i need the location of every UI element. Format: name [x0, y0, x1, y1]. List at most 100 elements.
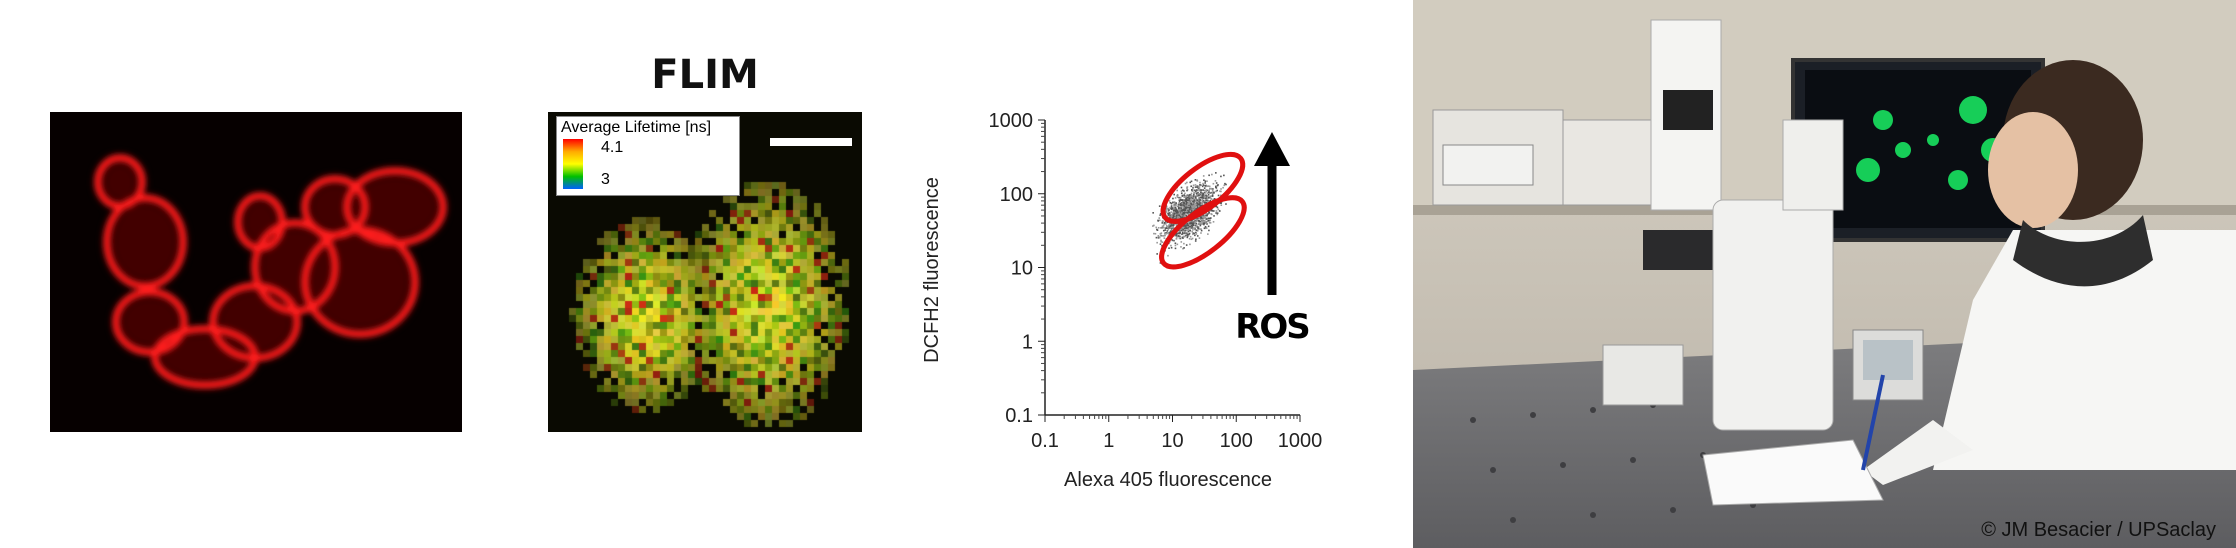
scatter-point — [1176, 243, 1179, 246]
scatter-point — [1217, 194, 1220, 197]
scatter-point — [1183, 214, 1186, 217]
scatter-point — [1173, 205, 1175, 207]
scatter-point — [1191, 199, 1193, 202]
scatter-point — [1202, 199, 1205, 202]
scatter-point — [1200, 220, 1202, 223]
scatter-point — [1181, 216, 1184, 219]
scatter-point — [1183, 247, 1185, 249]
ros-annotation: ROS — [1235, 307, 1309, 347]
scatter-point — [1178, 202, 1180, 205]
scatter-point — [1165, 227, 1168, 229]
scatter-point — [1182, 206, 1185, 209]
scatter-point — [1172, 224, 1175, 227]
scatter-point — [1210, 187, 1213, 190]
scatter-point — [1195, 190, 1197, 193]
scatter-point — [1192, 228, 1194, 231]
scatter-point — [1170, 202, 1173, 205]
scatter-point — [1220, 188, 1222, 190]
scatter-point — [1178, 237, 1181, 240]
scatter-point — [1176, 216, 1179, 218]
scatter-point — [1198, 186, 1201, 188]
scatter-point — [1185, 227, 1188, 229]
legend-min-value: 3 — [601, 171, 610, 188]
scatter-point — [1167, 212, 1169, 215]
scatter-point — [1186, 199, 1188, 201]
scatter-point — [1209, 192, 1212, 195]
scatter-point — [1206, 218, 1208, 221]
scatter-point — [1195, 229, 1198, 232]
scatter-point — [1183, 202, 1186, 204]
scatter-point — [1186, 209, 1188, 211]
scatter-point — [1169, 225, 1172, 228]
scatter-point — [1189, 235, 1192, 238]
scatter-point — [1170, 230, 1172, 233]
lab-photo: © JM Besacier / UPSaclay — [1413, 0, 2236, 548]
scatter-point — [1203, 187, 1206, 189]
y-axis-label: DCFH2 fluorescence — [921, 177, 943, 363]
scatter-point — [1165, 232, 1168, 234]
scatter-point — [1184, 182, 1187, 185]
scatter-point — [1195, 189, 1198, 191]
scatter-point — [1220, 190, 1222, 193]
scatter-point — [1183, 205, 1186, 208]
scatter-point — [1213, 191, 1215, 194]
scatter-point — [1203, 179, 1205, 181]
scatter-point — [1192, 197, 1194, 200]
scatter-point — [1215, 186, 1217, 188]
scatter-point — [1195, 238, 1197, 241]
scatter-point — [1190, 207, 1193, 210]
scatter-point — [1185, 202, 1188, 205]
scatter-point — [1175, 217, 1178, 219]
scatter-point — [1176, 196, 1179, 199]
scatter-point — [1194, 240, 1197, 242]
scatter-point — [1198, 202, 1201, 205]
y-axis-ticks: 0.1 1 10 100 1000 — [989, 110, 1045, 427]
scatter-point — [1181, 209, 1183, 211]
scatter-point — [1175, 236, 1178, 238]
scatter-point — [1159, 232, 1162, 235]
scatter-point — [1187, 226, 1190, 228]
scatter-point — [1188, 199, 1190, 201]
scatter-point — [1200, 228, 1202, 230]
scatter-point — [1175, 238, 1178, 240]
scatter-point — [1187, 207, 1189, 209]
scatter-point — [1192, 222, 1195, 224]
scatter-point — [1170, 211, 1173, 213]
scatter-point — [1170, 224, 1172, 227]
scatter-point — [1181, 232, 1184, 235]
flim-legend: Average Lifetime [ns] 4.1 3 — [556, 116, 740, 196]
scatter-point — [1176, 189, 1178, 192]
scatter-point — [1215, 182, 1218, 184]
scatter-point — [1183, 212, 1186, 215]
scatter-point — [1186, 189, 1188, 192]
scatter-point — [1200, 192, 1203, 195]
scatter-point — [1167, 231, 1170, 234]
scatter-point — [1189, 181, 1192, 184]
x-tick-label: 100 — [1220, 430, 1253, 452]
scatter-point — [1199, 205, 1201, 208]
scatter-point — [1182, 209, 1185, 211]
scatter-point — [1200, 184, 1203, 186]
scatter-point — [1196, 195, 1199, 198]
scatter-point — [1199, 189, 1201, 191]
scatter-point — [1184, 232, 1186, 234]
scatter-point — [1218, 210, 1221, 212]
scatter-point — [1199, 190, 1202, 192]
scatter-point — [1186, 225, 1189, 228]
scatter-point — [1183, 204, 1185, 207]
scatter-point — [1213, 198, 1216, 200]
scatter-point — [1206, 195, 1209, 197]
scatter-point — [1194, 222, 1196, 224]
scatter-point — [1173, 217, 1175, 219]
scatter-point — [1194, 186, 1197, 188]
scatter-point — [1182, 189, 1184, 192]
scatter-point — [1194, 189, 1196, 192]
gate-ellipses — [1159, 151, 1247, 270]
scatter-point — [1178, 211, 1181, 213]
scatter-point — [1159, 262, 1162, 264]
scatter-point — [1199, 220, 1201, 223]
flim-title: FLIM — [651, 52, 759, 98]
scatter-point — [1195, 197, 1198, 200]
scatter-point — [1188, 223, 1190, 225]
scatter-point — [1200, 217, 1202, 219]
